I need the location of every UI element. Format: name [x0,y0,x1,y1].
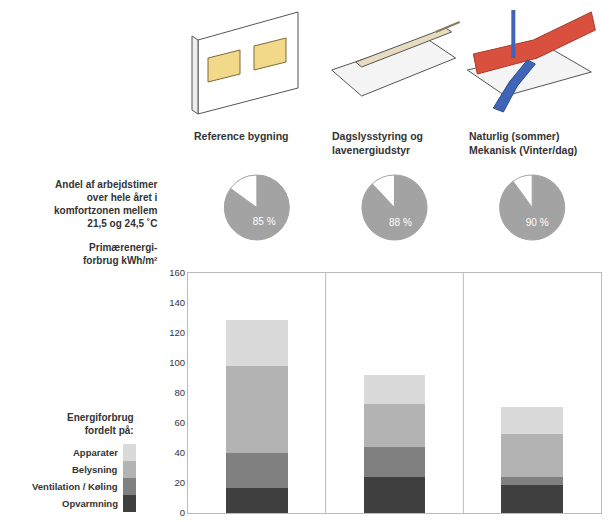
svg-text:0: 0 [180,507,185,518]
svg-text:Belysning: Belysning [72,464,118,475]
svg-text:Reference bygning: Reference bygning [194,130,289,142]
svg-text:40: 40 [175,447,186,458]
svg-text:Naturlig (sommer)Mekanisk (Vin: Naturlig (sommer)Mekanisk (Vinter/dag) [469,130,577,156]
svg-text:100: 100 [169,357,185,368]
svg-text:140: 140 [169,297,185,308]
svg-text:Opvarmning: Opvarmning [62,498,118,509]
svg-text:Dagslysstyring oglavenergiudst: Dagslysstyring oglavenergiudstyr [332,130,423,156]
svg-text:120: 120 [169,327,185,338]
svg-text:Energiforbrugfordelt på:: Energiforbrugfordelt på: [67,412,134,436]
svg-text:Primærenergi-forbrug kWh/m²: Primærenergi-forbrug kWh/m² [83,242,158,266]
svg-text:88 %: 88 % [389,217,412,228]
svg-text:Andel af arbejdstimerover hele: Andel af arbejdstimerover hele året ikom… [54,179,158,229]
svg-text:Ventilation / Køling: Ventilation / Køling [32,481,118,492]
svg-text:20: 20 [175,477,186,488]
svg-text:160: 160 [169,267,185,278]
svg-text:Apparater: Apparater [73,447,118,458]
svg-text:90 %: 90 % [526,217,549,228]
svg-text:80: 80 [175,387,186,398]
svg-text:60: 60 [175,417,186,428]
svg-text:85 %: 85 % [253,216,276,227]
